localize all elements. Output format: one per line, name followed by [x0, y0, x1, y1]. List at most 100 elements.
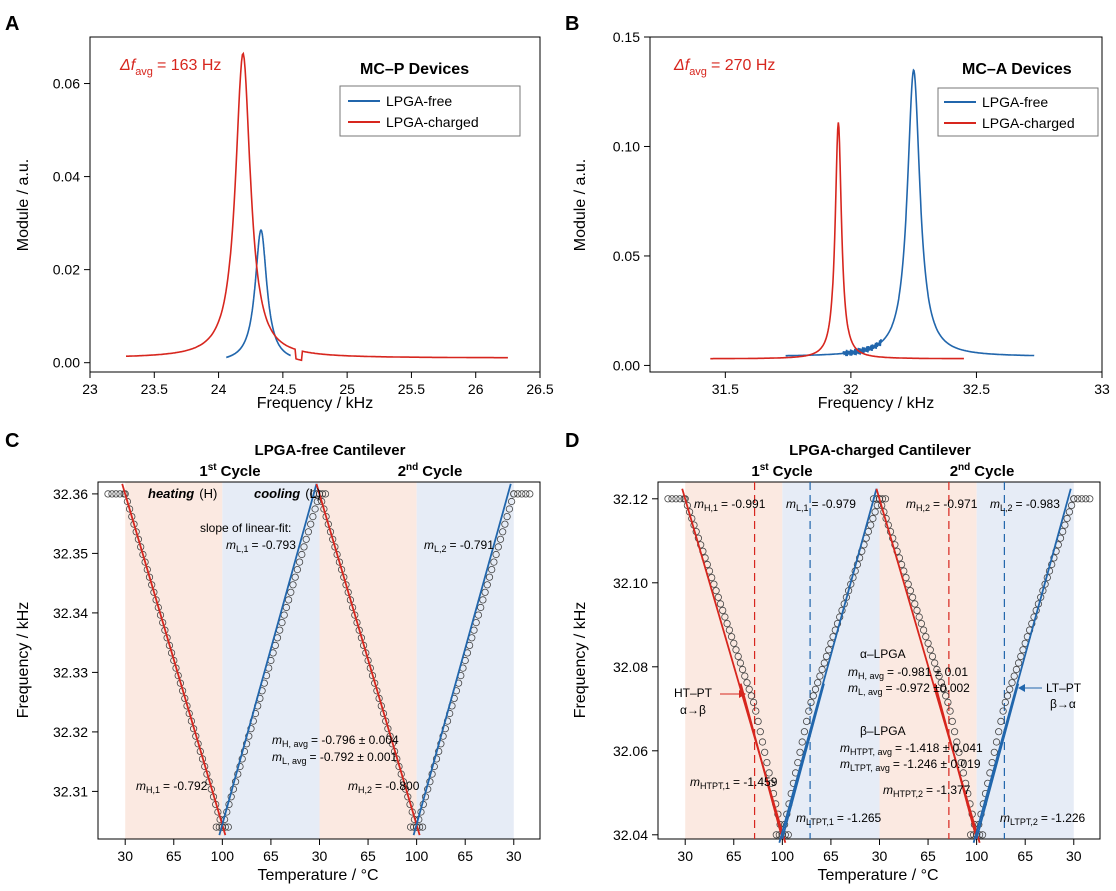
data-point — [1006, 685, 1014, 693]
x-tick-label: 30 — [872, 848, 888, 864]
data-point — [966, 831, 975, 839]
y-axis-label-a: Module / a.u. — [15, 159, 32, 252]
data-point — [855, 554, 864, 562]
y-tick-label: 0.02 — [53, 262, 80, 278]
data-point — [807, 698, 815, 707]
x-tick-label: 24.5 — [269, 381, 296, 397]
x-tick-label: 30 — [117, 848, 133, 864]
panel-d: D LPGA-charged Cantilever 1st Cycle 2nd Cy… — [565, 430, 1101, 884]
data-point — [321, 490, 330, 498]
fit-lines-c — [121, 483, 512, 836]
ht-pt-arrowhead — [739, 690, 746, 698]
data-point — [990, 748, 998, 756]
delta-f-annotation-b: Δfavg = 270 Hz — [673, 57, 775, 78]
data-point — [1068, 501, 1076, 509]
legend-label-a-charged: LPGA-charged — [386, 114, 479, 130]
y-ticks-c: 32.31 32.32 32.33 32.34 32.35 32.36 — [53, 486, 98, 799]
data-point — [289, 581, 297, 589]
data-point — [772, 831, 780, 839]
legend-label-b-charged: LPGA-charged — [982, 115, 1075, 131]
data-point — [763, 758, 771, 767]
data-point — [526, 490, 534, 498]
data-point — [298, 550, 306, 559]
data-point — [1012, 665, 1021, 674]
y-tick-label: 32.12 — [613, 491, 648, 507]
data-point — [719, 606, 727, 615]
y-ticks-d: 32.04 32.06 32.08 32.10 32.12 — [613, 491, 658, 843]
data-point — [714, 593, 722, 601]
data-point — [116, 490, 124, 498]
legend-b — [937, 87, 1099, 137]
data-point — [291, 573, 299, 581]
data-point — [997, 717, 1005, 726]
data-point — [302, 535, 310, 543]
panel-title-c: LPGA-free Cantilever — [255, 442, 406, 459]
data-point — [668, 495, 676, 503]
data-point — [928, 652, 937, 661]
data-point — [1028, 619, 1036, 628]
data-point — [1001, 698, 1009, 707]
transition-fit-line — [975, 683, 1020, 840]
data-point — [418, 823, 427, 831]
data-point — [104, 490, 112, 498]
data-point — [1008, 679, 1016, 687]
y-tick-label: 32.34 — [53, 605, 88, 621]
y-tick-label: 32.10 — [613, 575, 648, 591]
x-tick-label: 25.5 — [398, 381, 425, 397]
data-point — [247, 725, 255, 733]
panel-title-d: LPGA-charged Cantilever — [789, 442, 971, 459]
data-point — [522, 490, 530, 498]
lt-pt-direction: β→α — [1050, 697, 1076, 711]
x-tick-label: 65 — [823, 848, 839, 864]
slope-c-h-avg: mH, avg = -0.796 ± 0.004 — [272, 733, 399, 749]
y-tick-label: 0.15 — [613, 29, 640, 45]
data-point — [891, 541, 899, 549]
x-tick-label: 23.5 — [141, 381, 168, 397]
data-point — [881, 495, 890, 503]
data-point — [906, 587, 915, 595]
data-point — [758, 738, 767, 746]
x-tick-label: 65 — [1017, 848, 1033, 864]
panel-title-a: MC–P Devices — [360, 61, 469, 78]
legend-a — [339, 85, 521, 137]
data-point — [494, 543, 502, 551]
data-point — [664, 495, 672, 503]
slope-d-ltpt2: mLTPT,2 = -1.226 — [1000, 811, 1086, 827]
data-point — [1063, 514, 1071, 523]
data-point — [483, 581, 491, 589]
data-point — [734, 652, 742, 661]
data-point — [784, 831, 792, 839]
ht-pt-label: HT–PT — [674, 686, 713, 700]
data-point — [992, 738, 1001, 746]
panel-b: B 31.5 32 32.5 33 0.00 0.05 0.10 0.15 Frequenc… — [565, 13, 1110, 412]
data-point — [950, 728, 959, 736]
data-point — [869, 514, 877, 523]
lt-pt-label: LT–PT — [1046, 681, 1082, 695]
cycle-label-d-1: 1st Cycle — [751, 462, 812, 480]
alpha-l-avg-d: mL, avg = -0.972 ±0.002 — [848, 681, 970, 697]
data-point — [946, 707, 954, 715]
plot-frame-b — [649, 36, 1103, 373]
slope-c-l-avg: mL, avg = -0.792 ± 0.001 — [272, 750, 398, 766]
data-point — [800, 728, 809, 736]
data-point — [978, 831, 987, 839]
x-tick-label: 100 — [405, 848, 429, 864]
data-point — [1070, 495, 1078, 503]
data-point — [955, 748, 963, 756]
data-point — [311, 505, 319, 513]
y-tick-label: 0.04 — [53, 169, 80, 185]
series-b — [710, 68, 1035, 360]
data-point — [1003, 692, 1012, 700]
data-point — [749, 698, 758, 707]
fit-lines-d — [681, 488, 1072, 844]
data-point — [676, 495, 684, 503]
data-point — [944, 698, 952, 707]
data-point — [313, 497, 321, 506]
series-line-lpga-charged — [710, 122, 965, 360]
data-point — [437, 740, 445, 748]
panel-letter-d: D — [565, 430, 579, 452]
panel-letter-c: C — [5, 430, 19, 452]
cycle-label-c-1: 1st Cycle — [199, 462, 260, 480]
slope-d-h1: mH,1 = -0.991 — [694, 497, 766, 513]
data-point — [307, 520, 315, 528]
